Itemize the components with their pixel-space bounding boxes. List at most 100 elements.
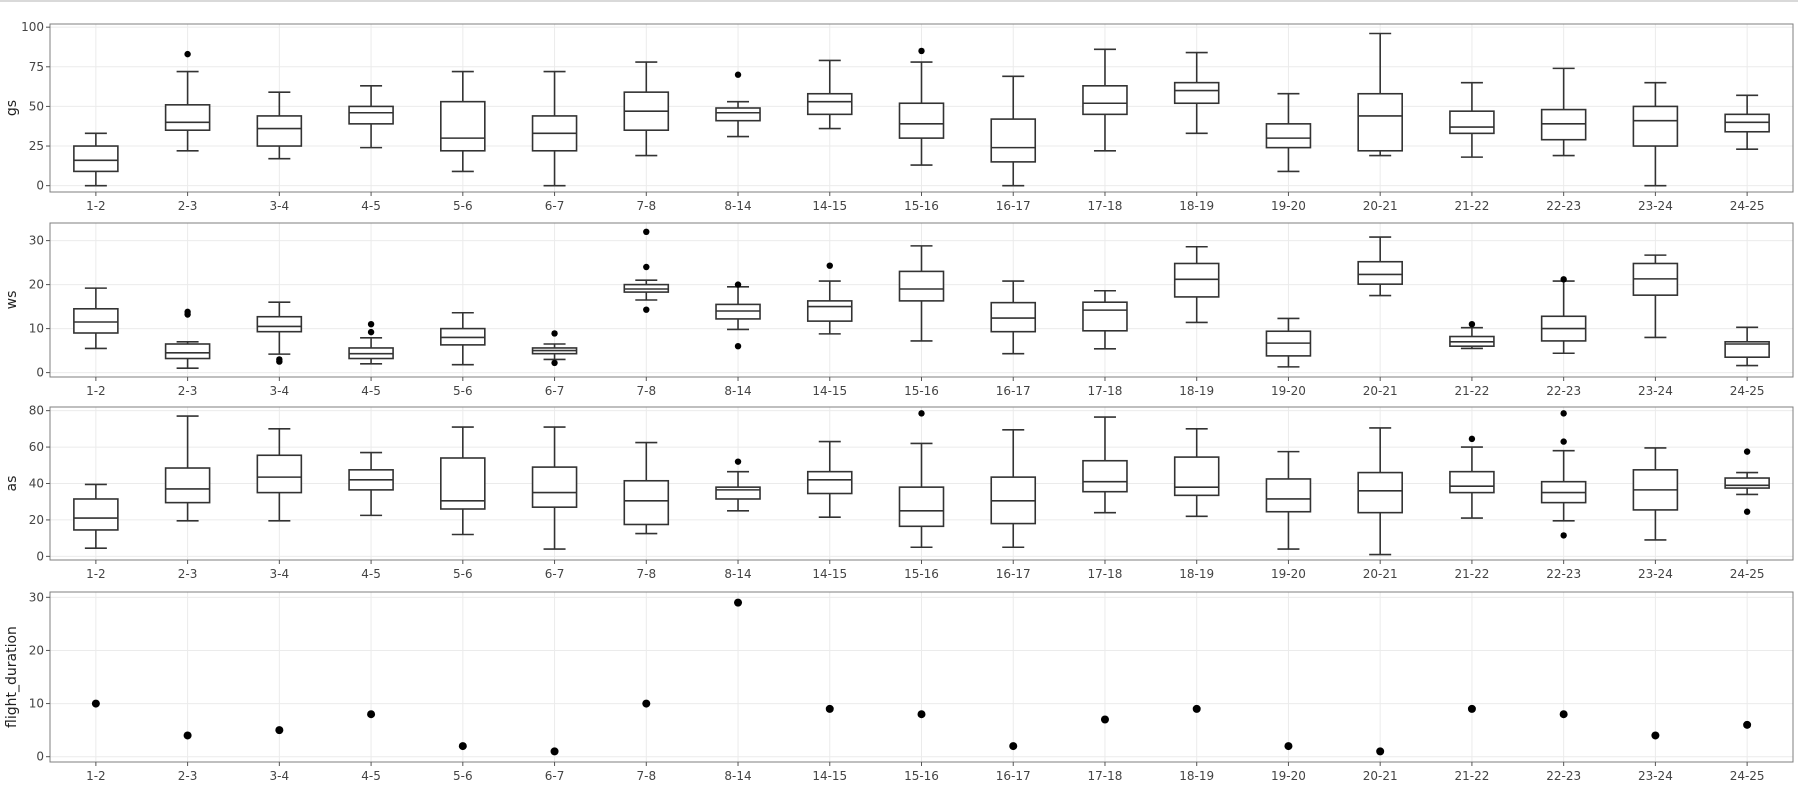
point-5-6 bbox=[458, 742, 467, 751]
y-tick-label: 0 bbox=[36, 366, 44, 380]
box-22-23 bbox=[1540, 276, 1587, 355]
box-7-8 bbox=[623, 61, 670, 157]
iqr-box bbox=[256, 115, 303, 147]
x-tick-label: 14-15 bbox=[812, 769, 847, 783]
x-tick-label: 7-8 bbox=[636, 567, 656, 581]
outlier-point bbox=[643, 228, 650, 235]
x-tick-label: 4-5 bbox=[361, 384, 381, 398]
iqr-box bbox=[73, 498, 119, 531]
iqr-box bbox=[990, 301, 1037, 333]
point-3-4 bbox=[275, 726, 284, 735]
outlier-point bbox=[367, 321, 375, 328]
x-tick-label: 6-7 bbox=[545, 567, 565, 581]
outlier-point bbox=[1468, 321, 1476, 328]
iqr-box bbox=[1173, 456, 1220, 497]
box-18-19 bbox=[1173, 428, 1220, 518]
x-tick-label: 22-23 bbox=[1546, 384, 1581, 398]
x-tick-label: 4-5 bbox=[361, 769, 381, 783]
x-tick-label: 21-22 bbox=[1454, 769, 1489, 783]
x-tick-label: 5-6 bbox=[453, 199, 473, 213]
box-23-24 bbox=[1632, 254, 1679, 339]
box-23-24 bbox=[1632, 81, 1679, 187]
outlier-point bbox=[184, 308, 191, 316]
iqr-box bbox=[1357, 260, 1403, 285]
x-tick-label: 6-7 bbox=[545, 769, 565, 783]
iqr-box bbox=[73, 145, 119, 173]
x-tick-label: 15-16 bbox=[904, 567, 939, 581]
x-tick-label: 5-6 bbox=[453, 384, 473, 398]
x-tick-label: 3-4 bbox=[270, 384, 290, 398]
iqr-box bbox=[1173, 262, 1220, 298]
panel-gs: 0 25 50 75 100 1-2 2-3 3-4 4-5 5-6 6-7 7-8 8-14 14-15… bbox=[4, 20, 1794, 213]
x-tick-label: 2-3 bbox=[178, 384, 198, 398]
x-tick-label: 8-14 bbox=[724, 199, 751, 213]
box-15-16 bbox=[898, 47, 945, 166]
iqr-box bbox=[1357, 92, 1403, 152]
x-tick-label: 8-14 bbox=[724, 567, 751, 581]
box-23-24 bbox=[1632, 447, 1679, 541]
x-tick-label: 22-23 bbox=[1546, 199, 1581, 213]
iqr-box bbox=[898, 270, 945, 302]
box-5-6 bbox=[440, 70, 486, 173]
box-2-3 bbox=[164, 308, 211, 370]
y-axis-label: as bbox=[4, 476, 20, 492]
x-tick-label: 1-2 bbox=[86, 567, 106, 581]
x-tick-label: 21-22 bbox=[1454, 199, 1489, 213]
box-15-16 bbox=[898, 245, 945, 342]
x-tick-label: 24-25 bbox=[1730, 567, 1765, 581]
outlier-point bbox=[918, 47, 925, 55]
x-tick-label: 17-18 bbox=[1088, 769, 1123, 783]
y-axis-label: flight_duration bbox=[4, 626, 20, 728]
x-tick-label: 8-14 bbox=[724, 384, 751, 398]
box-16-17 bbox=[990, 280, 1037, 355]
iqr-box bbox=[73, 307, 119, 334]
y-tick-label: 10 bbox=[29, 697, 44, 711]
x-tick-label: 23-24 bbox=[1638, 384, 1673, 398]
x-tick-label: 18-19 bbox=[1179, 384, 1214, 398]
outlier-point bbox=[918, 410, 925, 417]
x-tick-label: 19-20 bbox=[1271, 769, 1306, 783]
iqr-box bbox=[806, 300, 853, 322]
iqr-box bbox=[715, 486, 761, 500]
x-tick-label: 15-16 bbox=[904, 769, 939, 783]
box-1-2 bbox=[73, 287, 119, 350]
x-tick-label: 20-21 bbox=[1363, 384, 1398, 398]
x-tick-label: 16-17 bbox=[996, 567, 1031, 581]
box-16-17 bbox=[990, 428, 1037, 549]
x-tick-label: 2-3 bbox=[178, 769, 198, 783]
y-axis-label: ws bbox=[4, 291, 20, 310]
point-14-15 bbox=[825, 704, 834, 713]
point-16-17 bbox=[1009, 742, 1018, 751]
x-tick-label: 14-15 bbox=[812, 567, 847, 581]
box-4-5 bbox=[348, 451, 394, 517]
outlier-point bbox=[1468, 435, 1476, 443]
box-21-22 bbox=[1449, 435, 1495, 519]
iqr-box bbox=[715, 107, 761, 122]
outlier-point bbox=[1560, 410, 1567, 417]
iqr-box bbox=[1449, 110, 1495, 135]
box-24-25 bbox=[1724, 448, 1770, 515]
box-19-20 bbox=[1265, 317, 1312, 368]
box-2-3 bbox=[164, 415, 211, 522]
panel-flight_duration: 0 10 20 30 1-2 2-3 3-4 4-5 5-6 6-7 7-8 8-14 14-15 15-… bbox=[4, 590, 1794, 783]
box-24-25 bbox=[1724, 94, 1770, 151]
point-23-24 bbox=[1651, 731, 1660, 740]
iqr-box bbox=[1082, 459, 1128, 493]
x-tick-label: 16-17 bbox=[996, 384, 1031, 398]
y-tick-label: 75 bbox=[29, 60, 44, 74]
y-tick-label: 100 bbox=[21, 20, 44, 34]
x-tick-label: 6-7 bbox=[545, 384, 565, 398]
point-4-5 bbox=[367, 710, 376, 719]
iqr-box bbox=[806, 92, 853, 116]
panel-as: 0 20 40 60 80 1-2 2-3 3-4 4-5 5-6 6-7 7-8 8-14 14-15 1… bbox=[4, 404, 1794, 581]
box-18-19 bbox=[1173, 245, 1220, 324]
outlier-point bbox=[551, 359, 558, 367]
box-5-6 bbox=[440, 311, 486, 366]
x-tick-label: 20-21 bbox=[1363, 769, 1398, 783]
top-border bbox=[0, 0, 1798, 2]
x-tick-label: 15-16 bbox=[904, 199, 939, 213]
x-tick-label: 21-22 bbox=[1454, 384, 1489, 398]
iqr-box bbox=[531, 466, 578, 508]
iqr-box bbox=[1724, 340, 1770, 358]
outlier-point bbox=[734, 458, 742, 465]
